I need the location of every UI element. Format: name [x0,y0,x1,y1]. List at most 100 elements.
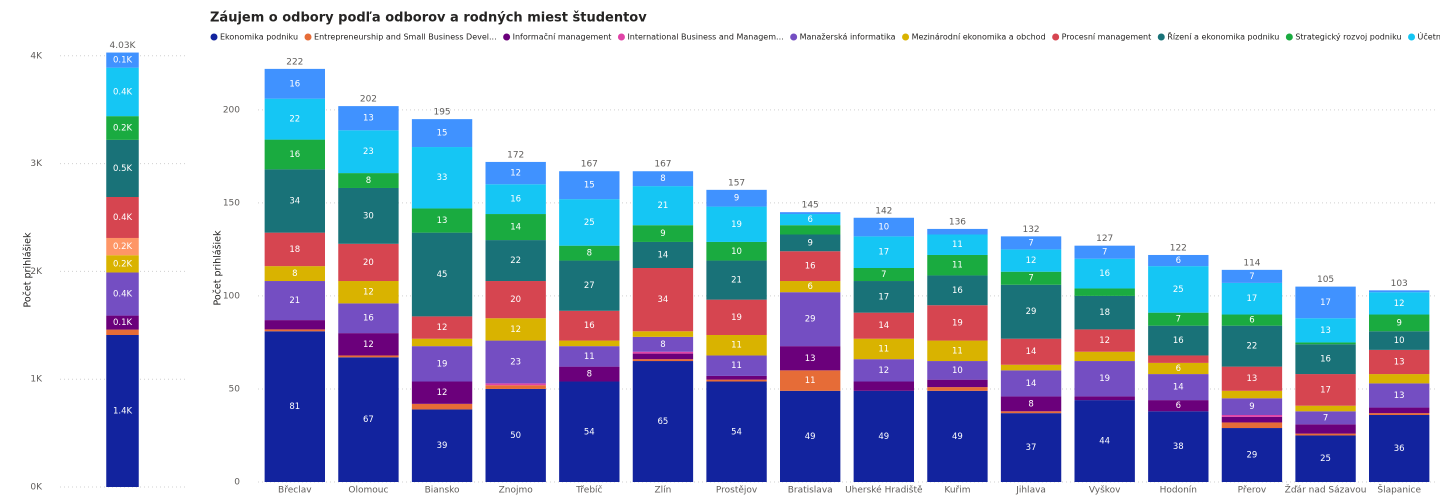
data-label: 10 [878,223,889,233]
bar-segment [706,299,767,335]
x-tick-label: Zlín [655,486,672,495]
y-tick-label: 3K [30,159,43,169]
total-label: 202 [360,95,377,105]
x-tick-label: Prostějov [716,486,758,495]
total-label: 132 [1022,225,1039,235]
total-label: 105 [1317,275,1334,285]
data-label: 12 [363,340,374,350]
bar-segment [1000,236,1062,250]
data-label: 7 [881,270,886,280]
bar-segment [559,199,620,246]
bar-segment [411,316,473,339]
x-tick-label: Bratislava [788,486,833,495]
data-label: 29 [805,315,816,325]
bar-segment [706,334,767,356]
data-label: 0.4K [113,87,133,97]
legend-marker [1157,33,1165,41]
bar-segment [411,346,473,382]
bar-segment [1000,413,1062,482]
data-label: 18 [289,245,300,255]
bar-segment [1295,424,1356,434]
bar-segment [264,266,325,282]
y-axis-title: Počet prihlášiek [213,230,224,306]
bar-segment [1295,405,1356,412]
data-label: 7 [1028,274,1033,284]
data-label: 14 [1026,379,1037,389]
bar-segment [1221,428,1283,482]
bar-segment [338,130,399,174]
data-label: 25 [584,218,595,228]
bar-segment [1148,411,1209,482]
bar-segment [559,171,620,200]
data-label: 17 [878,292,889,302]
data-label: 0.2K [113,259,133,269]
data-label: 16 [805,262,816,272]
bar-segment [1000,396,1062,412]
bar-segment [927,361,988,380]
data-label: 11 [805,376,816,386]
data-label: 9 [1396,318,1401,328]
bar-segment [1369,383,1430,408]
data-label: 1.4K [113,406,133,416]
bar-segment [106,52,139,68]
data-label: 6 [1176,364,1181,374]
data-label: 50 [510,431,521,441]
bar-segment [853,390,914,482]
data-label: 16 [363,314,374,324]
y-tick-label: 1K [30,375,43,385]
bar-segment [780,214,841,226]
x-tick-label: Břeclav [278,486,312,495]
bar-segment [706,379,767,382]
x-tick-label: Uherské Hradiště [845,485,923,495]
data-label: 12 [437,388,448,398]
bar-segment [927,228,988,235]
bar-segment [485,318,546,341]
bar-segment [1074,245,1135,259]
bar-segment [1369,331,1430,350]
bar-segment [632,171,694,187]
y-tick-label: 100 [223,291,240,301]
total-label: 157 [728,178,745,188]
data-label: 8 [660,340,665,350]
bar-segment [853,281,914,313]
bar-segment [1221,390,1283,399]
data-label: 54 [584,427,595,437]
bar-segment [411,409,473,482]
bar-segment [853,359,914,382]
data-label: 8 [660,174,665,184]
data-label: 8 [587,370,592,380]
bar-segment [1221,314,1283,326]
bar-segment [338,355,399,358]
data-label: 10 [731,247,742,257]
data-label: 6 [1249,316,1254,326]
data-label: 16 [952,286,963,296]
data-label: 7 [1102,248,1107,258]
data-label: 23 [510,357,521,367]
legend-label: Řízení a ekonomika podniku [1167,32,1279,42]
bar-segment [1000,370,1062,397]
bar-segment [927,254,988,276]
bar-segment [1295,286,1356,319]
x-tick-label: Hodonín [1160,486,1197,495]
data-label: 15 [437,129,448,139]
data-label: 6 [807,215,812,225]
data-label: 16 [584,321,595,331]
x-tick-label: Znojmo [499,486,534,495]
data-label: 14 [1173,383,1184,393]
bar-segment [1000,364,1062,371]
x-tick-label: Biansko [425,486,460,495]
bar-segment [1295,344,1356,375]
data-label: 11 [952,240,963,250]
legend-label: Procesní management [1062,33,1152,42]
data-label: 13 [363,114,374,124]
bar-segment [1295,374,1356,406]
data-label: 81 [289,402,300,412]
bar-segment [632,268,694,332]
data-label: 23 [363,147,374,157]
bar-segment [632,336,694,352]
bar-segment [1369,374,1430,384]
bar-segment [264,320,325,330]
bar-segment [485,383,546,386]
total-label: 222 [286,57,303,67]
bar-segment [338,173,399,188]
